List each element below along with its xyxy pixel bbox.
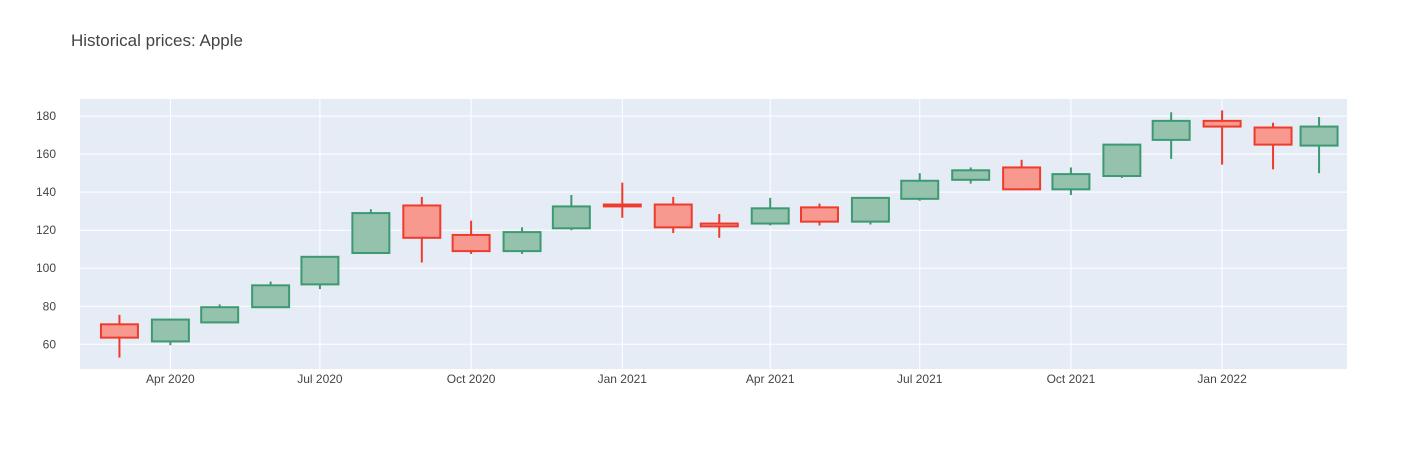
candle-body: [150, 318, 190, 343]
y-tick-label: 140: [36, 185, 56, 199]
y-tick-label: 160: [36, 147, 56, 161]
candle-body: [1002, 166, 1042, 191]
candle: [200, 304, 240, 324]
y-tick-label: 100: [36, 261, 56, 275]
candle-body: [300, 255, 340, 286]
candle-body: [502, 231, 542, 253]
x-tick-label: Oct 2020: [447, 372, 496, 386]
candle: [900, 173, 940, 201]
x-tick-label: Jul 2021: [897, 372, 943, 386]
candle-body: [251, 284, 291, 309]
candle-body: [951, 169, 991, 181]
candle: [750, 197, 790, 226]
candle-body: [1299, 125, 1339, 147]
candle-body: [900, 179, 940, 200]
x-axis-ticks: Apr 2020 Jul 2020 Oct 2020 Jan 2021 Apr 2021…: [146, 372, 1247, 386]
x-tick-label: Jul 2020: [297, 372, 343, 386]
candle-body: [800, 206, 839, 223]
candle-body: [1202, 119, 1242, 128]
candle-body: [1151, 119, 1191, 141]
chart-title: Historical prices: Apple: [71, 31, 243, 50]
candle: [653, 196, 693, 234]
x-tick-label: Apr 2020: [146, 372, 195, 386]
candles: [99, 110, 1339, 358]
candle: [1253, 122, 1293, 170]
candle: [502, 227, 542, 254]
candle: [1102, 143, 1142, 178]
candle: [402, 196, 442, 263]
y-tick-label: 180: [36, 109, 56, 123]
candle-body: [1102, 143, 1142, 178]
x-tick-label: Jan 2021: [598, 372, 648, 386]
candle-body: [850, 196, 890, 223]
candle-body: [551, 205, 591, 230]
candle-body: [99, 323, 139, 339]
candle-body: [602, 203, 642, 208]
y-tick-label: 60: [43, 337, 57, 351]
x-tick-label: Apr 2021: [746, 372, 795, 386]
candle-body: [200, 306, 240, 324]
candle-body: [750, 207, 790, 225]
candle: [300, 255, 340, 290]
x-tick-label: Jan 2022: [1197, 372, 1247, 386]
candle-body: [1051, 173, 1091, 191]
y-tick-label: 120: [36, 223, 56, 237]
candle: [1151, 112, 1191, 159]
candle-body: [402, 204, 442, 239]
y-axis-ticks: 60 80 100 120 140 160 180: [36, 109, 56, 351]
candle: [951, 167, 991, 184]
candle: [1051, 167, 1091, 196]
candle: [1202, 110, 1242, 165]
candle: [251, 281, 291, 309]
candle: [451, 220, 491, 254]
candle-body: [699, 222, 739, 228]
candle-body: [1253, 126, 1293, 146]
candle: [1002, 159, 1042, 191]
candle: [800, 203, 839, 226]
candle-body: [451, 233, 491, 253]
candle: [1299, 117, 1339, 174]
candle-body: [653, 203, 693, 229]
candle: [99, 314, 139, 358]
candle: [551, 195, 591, 231]
candle: [351, 209, 391, 255]
candle-body: [351, 212, 391, 255]
candle: [699, 214, 739, 238]
candle: [602, 182, 642, 218]
x-tick-label: Oct 2021: [1047, 372, 1096, 386]
y-tick-label: 80: [43, 299, 57, 313]
candle: [150, 318, 190, 346]
candle: [850, 196, 890, 225]
